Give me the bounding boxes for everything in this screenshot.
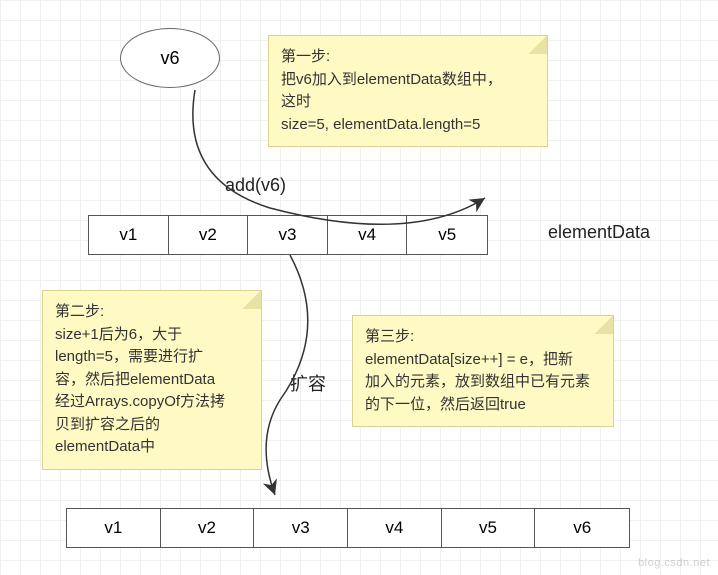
note-step2-line4: 贝到扩容之后的 bbox=[55, 414, 249, 437]
note-step3-line2: 的下一位，然后返回true bbox=[365, 394, 601, 417]
note-step2-title: 第二步: bbox=[55, 301, 249, 324]
cell-before-4: v5 bbox=[407, 216, 487, 254]
note-step2-line1: length=5，需要进行扩 bbox=[55, 346, 249, 369]
note-step1: 第一步: 把v6加入到elementData数组中， 这时 size=5, el… bbox=[268, 35, 548, 147]
array-before: v1 v2 v3 v4 v5 bbox=[88, 215, 488, 255]
node-v6: v6 bbox=[120, 28, 220, 88]
cell-after-2: v3 bbox=[254, 509, 348, 547]
cell-after-3: v4 bbox=[348, 509, 442, 547]
cell-after-5: v6 bbox=[535, 509, 629, 547]
cell-before-1: v2 bbox=[169, 216, 249, 254]
array-after: v1 v2 v3 v4 v5 v6 bbox=[66, 508, 630, 548]
label-expand: 扩容 bbox=[290, 370, 326, 396]
cell-before-0: v1 bbox=[89, 216, 169, 254]
cell-after-4: v5 bbox=[442, 509, 536, 547]
note-step2: 第二步: size+1后为6，大于 length=5，需要进行扩 容，然后把el… bbox=[42, 290, 262, 470]
note-step1-line1: 这时 bbox=[281, 91, 535, 114]
label-elementdata: elementData bbox=[548, 222, 650, 243]
watermark: blog.csdn.net bbox=[638, 557, 710, 569]
cell-before-2: v3 bbox=[248, 216, 328, 254]
note-step2-line0: size+1后为6，大于 bbox=[55, 324, 249, 347]
note-step1-line0: 把v6加入到elementData数组中， bbox=[281, 69, 535, 92]
note-step1-title: 第一步: bbox=[281, 46, 535, 69]
note-step3-title: 第三步: bbox=[365, 326, 601, 349]
label-add: add(v6) bbox=[225, 175, 286, 196]
note-step1-line2: size=5, elementData.length=5 bbox=[281, 114, 535, 137]
note-step3-line1: 加入的元素，放到数组中已有元素 bbox=[365, 371, 601, 394]
note-step2-line3: 经过Arrays.copyOf方法拷 bbox=[55, 391, 249, 414]
note-step2-line5: elementData中 bbox=[55, 436, 249, 459]
note-step2-line2: 容，然后把elementData bbox=[55, 369, 249, 392]
node-v6-label: v6 bbox=[160, 48, 179, 69]
note-step3: 第三步: elementData[size++] = e，把新 加入的元素，放到… bbox=[352, 315, 614, 427]
note-step3-line0: elementData[size++] = e，把新 bbox=[365, 349, 601, 372]
cell-after-1: v2 bbox=[161, 509, 255, 547]
cell-before-3: v4 bbox=[328, 216, 408, 254]
cell-after-0: v1 bbox=[67, 509, 161, 547]
